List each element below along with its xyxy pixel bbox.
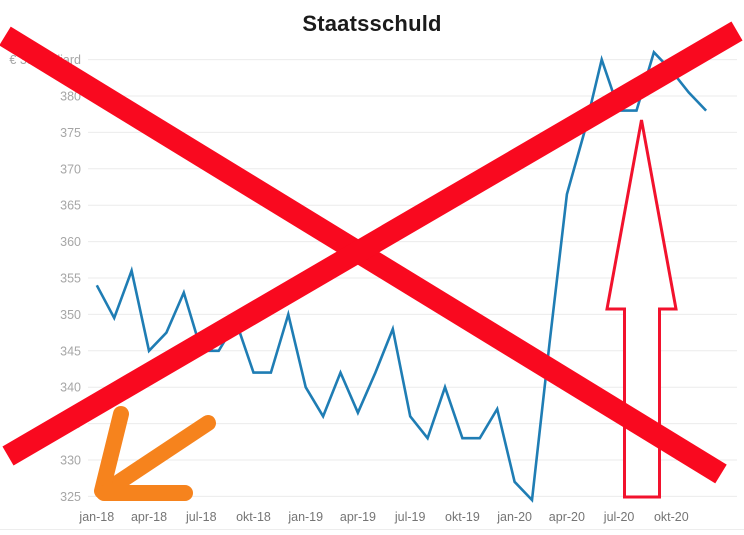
y-tick-label: 330 [60,454,81,468]
x-tick-label: okt-18 [236,510,271,524]
chart-title: Staatsschuld [302,11,442,36]
y-tick-label: 340 [60,381,81,395]
y-tick-label: 360 [60,235,81,249]
down-left-arrow-annotation [94,406,216,501]
x-tick-label: jul-20 [603,510,635,524]
y-tick-label: 355 [60,272,81,286]
red-cross-annotation [0,21,743,484]
x-tick-label: apr-19 [340,510,376,524]
y-tick-label: 325 [60,490,81,504]
x-tick-label: jan-19 [287,510,323,524]
x-tick-label: okt-20 [654,510,689,524]
y-tick-label: 375 [60,126,81,140]
x-tick-label: jul-19 [394,510,426,524]
y-tick-label: 365 [60,199,81,213]
x-tick-label: okt-19 [445,510,480,524]
x-axis: jan-18 apr-18 jul-18 okt-18 jan-19 apr-19 jul-… [78,510,688,524]
up-arrow-annotation [605,119,678,499]
x-tick-label: apr-20 [549,510,585,524]
red-cross-stroke [2,21,743,466]
orange-arrow-stroke [99,415,216,498]
y-tick-label: 380 [60,90,81,104]
y-tick-label: 370 [60,162,81,176]
y-tick-label: 350 [60,308,81,322]
x-tick-label: jan-18 [78,510,114,524]
x-tick-label: jan-20 [496,510,532,524]
y-tick-label: 345 [60,344,81,358]
x-tick-label: apr-18 [131,510,167,524]
x-tick-label: jul-18 [185,510,217,524]
orange-arrow-stroke [94,406,129,499]
